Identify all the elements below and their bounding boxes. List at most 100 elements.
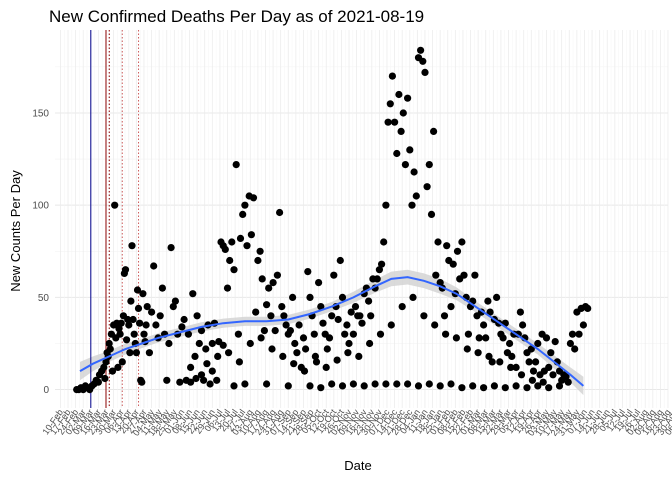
data-point [423,183,431,191]
data-point [213,376,221,384]
data-point [447,303,455,311]
y-axis-label: New Counts Per Day [8,170,23,292]
data-point [187,378,195,386]
data-point [280,312,288,320]
data-point [156,312,164,320]
smooth-trend-layer [79,276,585,387]
data-point [241,380,249,388]
data-point [341,330,349,338]
data-point [191,352,199,360]
data-point [568,330,577,338]
data-points [73,46,592,394]
data-point [349,330,357,338]
data-point [176,378,184,386]
data-point [286,327,294,335]
data-point [243,242,251,250]
data-point [432,271,440,279]
data-point [512,363,520,371]
data-point [447,380,455,388]
data-point [269,279,277,287]
data-point [302,345,310,353]
data-point [388,72,396,80]
data-point [431,321,439,329]
data-point [249,194,258,202]
data-point [506,339,514,348]
data-point [203,360,211,368]
data-point [130,330,138,338]
data-point [486,308,494,316]
data-point [139,290,147,298]
data-point [482,334,490,342]
data-point [376,330,385,338]
data-point [527,345,535,353]
data-point [317,384,325,392]
data-point [485,352,493,360]
data-point [273,271,281,279]
data-point [284,382,292,390]
data-point [208,339,216,348]
data-point [219,341,227,349]
data-point [195,339,203,348]
data-point [235,358,243,366]
data-point [221,245,229,253]
data-point [142,321,150,329]
data-point [373,275,381,283]
data-point [100,363,108,371]
data-point [393,149,401,158]
data-point [375,266,383,274]
data-point [336,256,344,265]
data-point [579,321,588,329]
x-axis-ticks: 10-Feb17-Feb24-Feb02-Mar09-Mar16-Mar23-M… [40,407,672,438]
data-point [555,382,564,390]
data-point [571,345,579,353]
data-point [345,339,353,348]
data-point [163,376,171,384]
data-point [299,334,308,342]
data-point [391,118,399,126]
data-point [306,382,314,390]
data-point [356,312,364,320]
data-point [458,238,466,246]
data-point [138,378,146,386]
data-point [421,68,429,76]
data-point [282,321,290,329]
y-tick-label: 0 [43,385,49,396]
data-point [257,334,265,342]
data-point [310,330,318,338]
data-point [440,312,449,320]
data-point [430,127,438,135]
data-point [366,339,374,348]
data-point [401,161,409,169]
data-point [234,330,242,338]
data-point [125,321,133,329]
data-point [328,380,336,388]
data-point [293,349,301,357]
data-point [267,312,275,320]
data-point [246,339,254,348]
data-point [226,256,234,265]
data-point [254,256,262,265]
data-point [547,349,555,357]
data-point [94,378,102,386]
data-point [343,321,351,329]
data-point [306,293,314,301]
data-point [171,297,179,305]
data-point [134,304,143,312]
data-point [382,201,390,209]
data-point [178,323,186,331]
data-point [128,242,136,250]
data-point [351,303,360,311]
data-point [124,315,132,324]
data-point [158,284,166,292]
data-point [180,315,188,324]
data-point [528,376,537,384]
data-point [508,352,516,360]
data-point [371,380,379,388]
trend-line [79,276,585,387]
data-point [480,321,488,329]
data-point [464,330,472,338]
data-point [493,293,501,301]
data-point [545,363,553,371]
data-point [355,352,363,360]
